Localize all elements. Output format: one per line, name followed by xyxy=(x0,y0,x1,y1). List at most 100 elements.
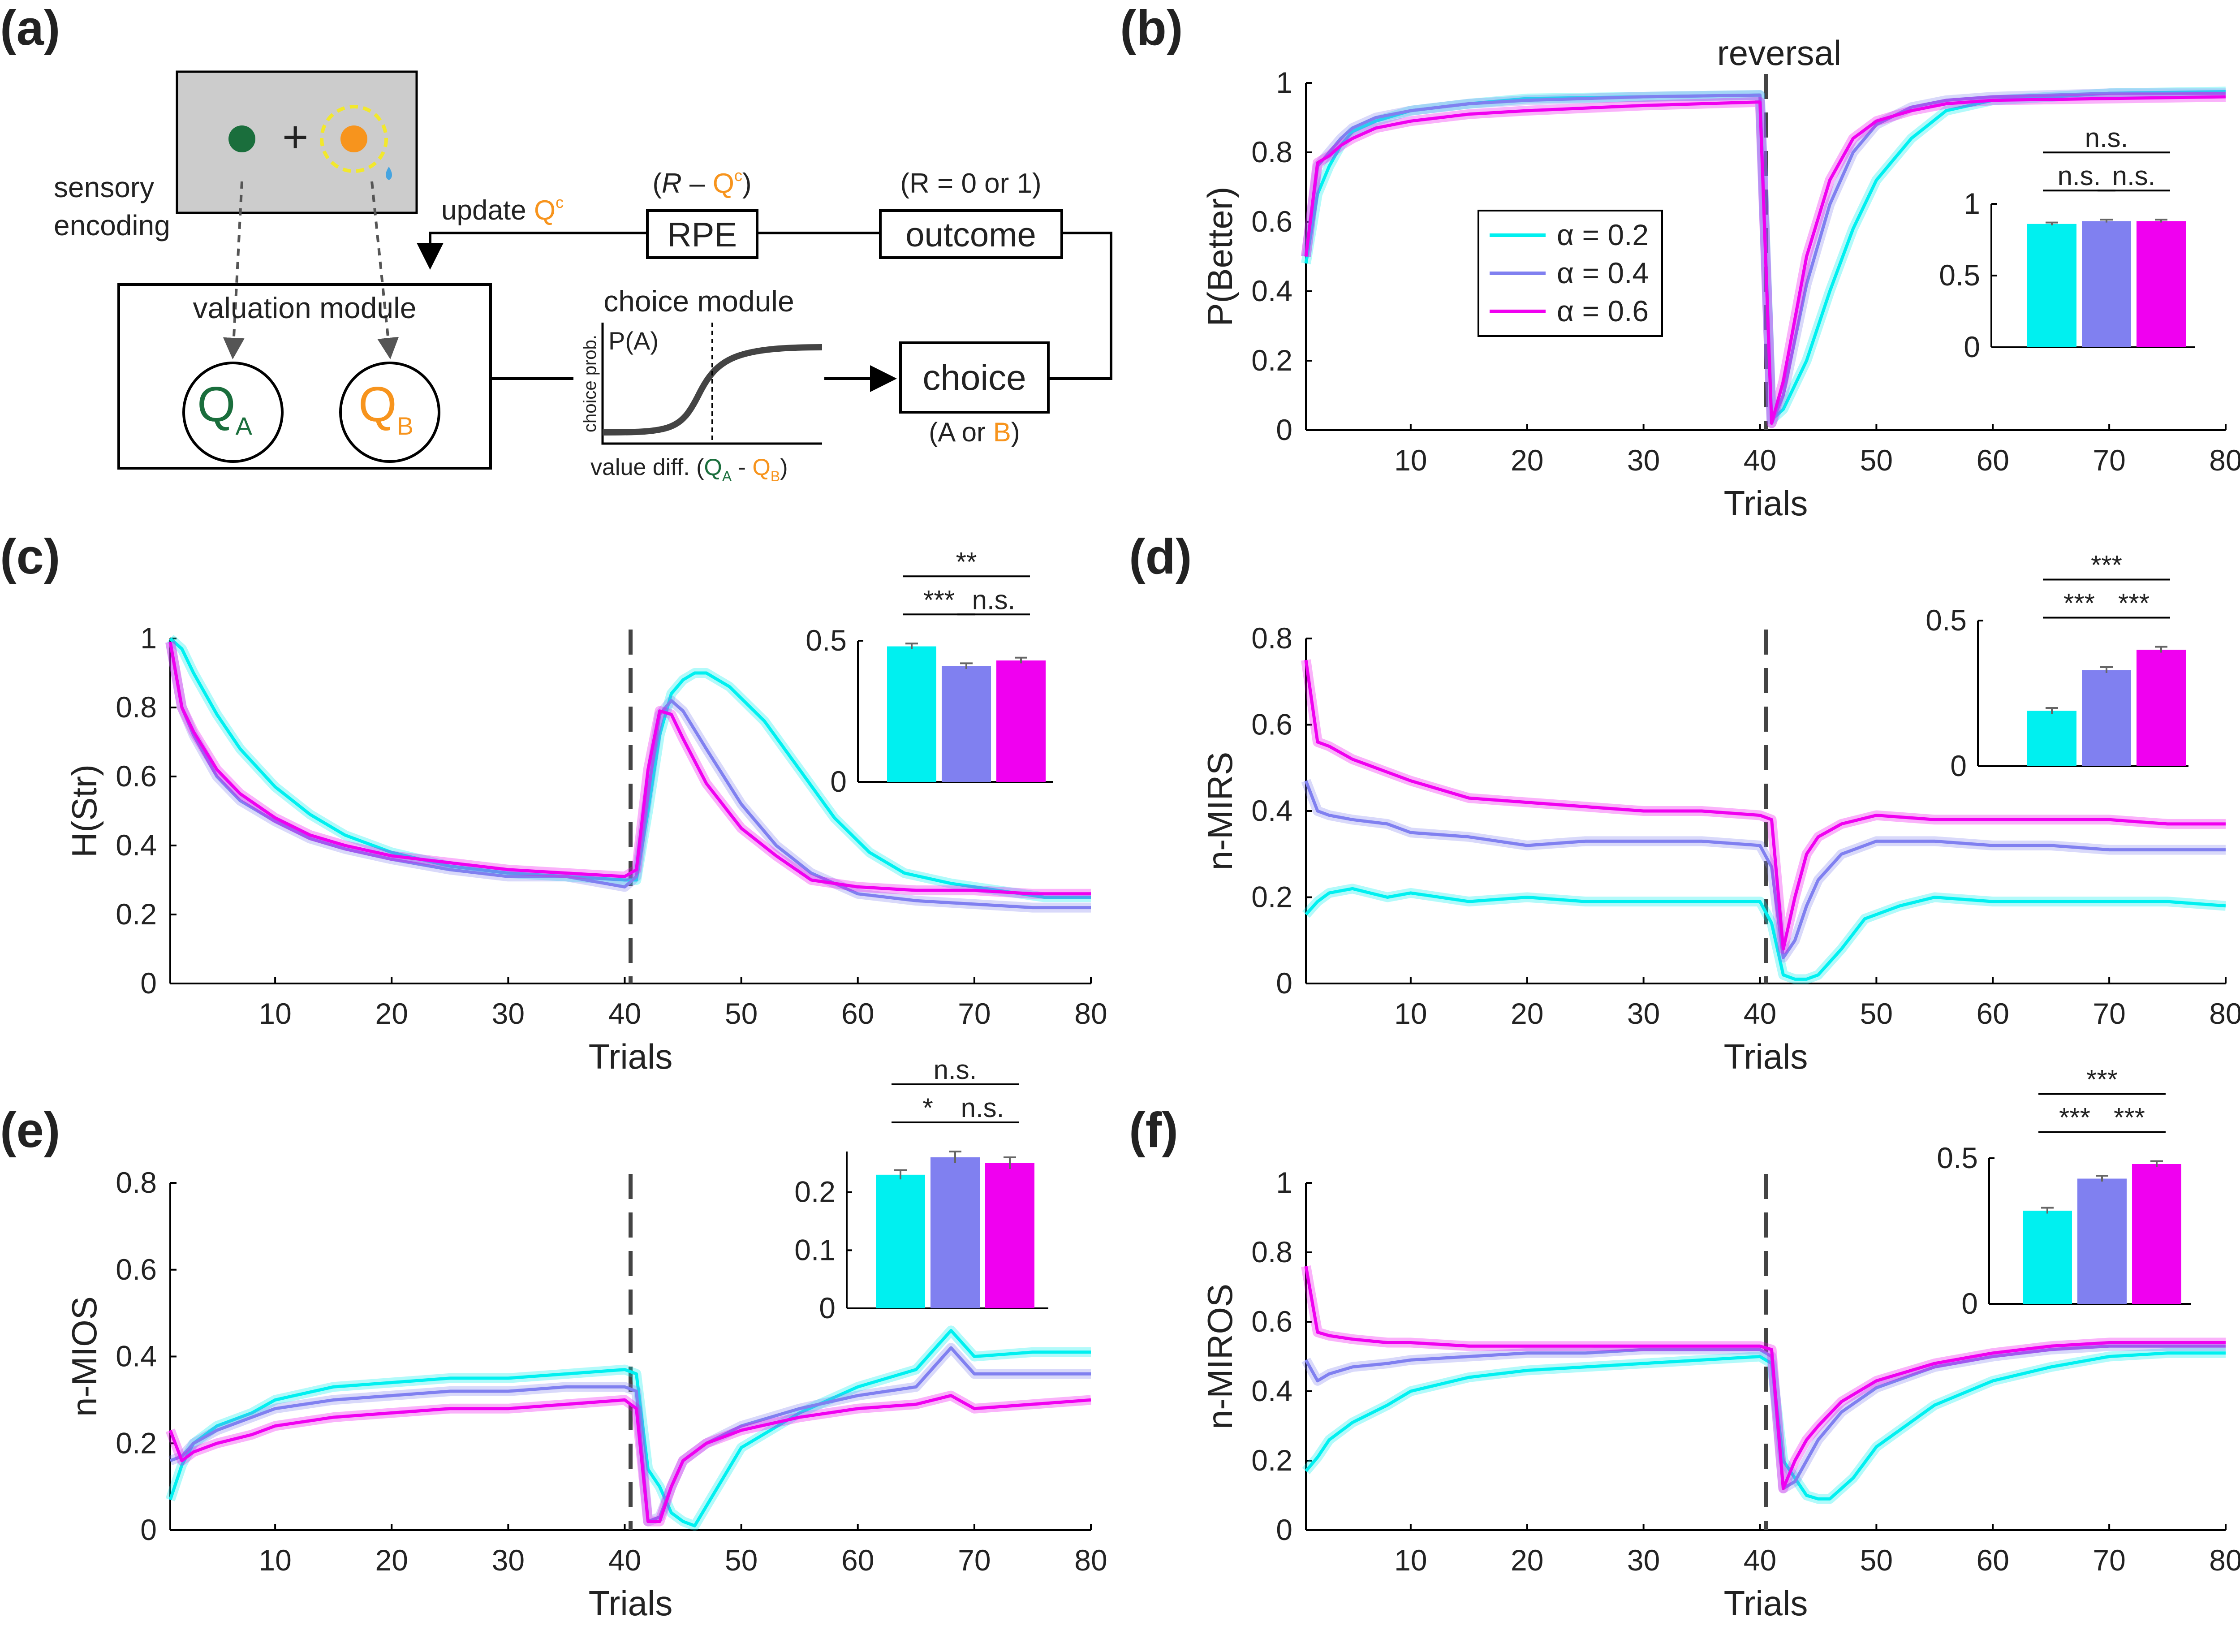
y-axis-label: n-MIROS xyxy=(1200,1284,1240,1429)
y-tick-label: 0.8 xyxy=(1251,1235,1292,1268)
x-tick-label: 60 xyxy=(841,1544,874,1577)
x-tick-label: 80 xyxy=(1074,1544,1107,1577)
chart-f-nmiros: 10 20 30 40 50 60 70 80 0 0.2 0.4 0.6 0.8 1 Trials n-MI… xyxy=(1200,1065,2240,1623)
water-drop-icon xyxy=(386,167,392,180)
x-tick-label: 10 xyxy=(258,997,291,1030)
arrow-encoding-a xyxy=(223,181,245,359)
x-tick-label: 30 xyxy=(492,997,525,1030)
series-line xyxy=(168,1394,1091,1523)
inset-bar xyxy=(2027,711,2076,766)
significance-label: n.s. xyxy=(2085,123,2128,153)
panel-label-b: (b) xyxy=(1120,0,1183,56)
significance-label: *** xyxy=(2114,1103,2145,1133)
inset-bar xyxy=(2027,224,2076,347)
x-axis-label: Trials xyxy=(1724,1583,1808,1623)
y-tick-label: 1 xyxy=(140,621,157,655)
x-tick-label: 40 xyxy=(608,997,641,1030)
update-label: update Qc xyxy=(441,193,564,226)
y-tick-label: 0.4 xyxy=(1251,794,1292,827)
rpe-box xyxy=(646,209,758,259)
significance-label: *** xyxy=(2118,588,2150,618)
x-tick-label: 70 xyxy=(958,1544,991,1577)
x-tick-label: 20 xyxy=(1511,1544,1543,1577)
model-diagram: + sensory encoding valuation module QA Q… xyxy=(54,70,1112,484)
value-diff-label: value diff. (QA - QB) xyxy=(590,454,788,484)
choice-prob-label: choice prob. xyxy=(580,335,600,432)
x-tick-label: 80 xyxy=(2209,444,2240,477)
x-tick-label: 30 xyxy=(1627,1544,1660,1577)
significance-label: *** xyxy=(2063,588,2095,618)
x-axis-label: Trials xyxy=(589,1037,673,1076)
rpe-label: RPE xyxy=(667,216,737,254)
x-tick-label: 60 xyxy=(1977,444,2009,477)
x-axis-label: Trials xyxy=(1724,483,1808,523)
pa-label: P(A) xyxy=(608,327,659,355)
arrow-encoding-b xyxy=(370,181,399,359)
inset-y-tick-label: 0 xyxy=(1964,330,1980,363)
y-tick-label: 1 xyxy=(1276,1166,1292,1199)
qb-label: QB xyxy=(358,377,414,440)
inset-bar xyxy=(942,666,991,782)
significance-label: n.s. xyxy=(2112,161,2156,191)
y-tick-label: 0.6 xyxy=(1251,1305,1292,1338)
inset-y-tick-label: 0.1 xyxy=(794,1233,836,1266)
y-tick-label: 0.6 xyxy=(1251,205,1292,238)
sensory-encoding-line1: sensory xyxy=(54,171,154,203)
y-tick-label: 0.2 xyxy=(1251,1444,1292,1477)
chart-b-pbetter: 10 20 30 40 50 60 70 8000.20.40.60.81TrialsP(Be… xyxy=(1200,33,2240,523)
inset-bar xyxy=(985,1163,1034,1308)
inset-y-tick-label: 0 xyxy=(1961,1287,1978,1320)
x-tick-label: 50 xyxy=(1860,997,1893,1030)
y-tick-label: 0 xyxy=(1276,1513,1292,1546)
series-line xyxy=(168,642,1091,910)
inset-bar xyxy=(930,1157,980,1308)
arrow-update xyxy=(417,232,647,270)
x-tick-label: 80 xyxy=(2209,997,2240,1030)
y-axis-label: H(Str) xyxy=(65,764,104,858)
outcome-label: outcome xyxy=(905,216,1036,254)
significance-label: *** xyxy=(2059,1103,2090,1133)
qb-node xyxy=(339,362,440,463)
x-axis-label: Trials xyxy=(589,1583,673,1623)
rpe-formula: (R – Qc) xyxy=(652,166,751,199)
significance-label: ** xyxy=(956,547,977,577)
series-line xyxy=(1304,660,2226,951)
inset-y-tick-label: 0.5 xyxy=(1939,259,1980,292)
series-line xyxy=(1304,95,2226,425)
choice-module-title: choice module xyxy=(603,285,794,318)
choice-axes xyxy=(601,323,822,445)
choice-sub: (A or B) xyxy=(929,417,1020,447)
x-axis-label: Trials xyxy=(1724,1037,1808,1076)
x-tick-label: 20 xyxy=(375,1544,408,1577)
significance-label: *** xyxy=(2086,1065,2118,1095)
inset-y-tick-label: 1 xyxy=(1964,187,1980,220)
outcome-formula: (R = 0 or 1) xyxy=(900,168,1041,199)
inset-bar xyxy=(2082,221,2131,347)
y-tick-label: 0 xyxy=(1276,413,1292,446)
significance-label: *** xyxy=(2091,550,2122,580)
inset-bar xyxy=(2137,650,2186,766)
inset-bar xyxy=(2077,1178,2127,1304)
sensory-encoding-line2: encoding xyxy=(54,209,170,242)
x-tick-label: 60 xyxy=(841,997,874,1030)
y-tick-label: 0.4 xyxy=(116,1340,157,1373)
significance-label: n.s. xyxy=(972,585,1016,615)
choice-box xyxy=(899,341,1050,414)
stimulus-screen xyxy=(176,70,418,214)
x-tick-label: 70 xyxy=(2093,1544,2125,1577)
inset-bar xyxy=(887,646,936,782)
x-tick-label: 50 xyxy=(1860,1544,1893,1577)
fixation-cross: + xyxy=(282,112,308,162)
panel-label-f: (f) xyxy=(1129,1103,1178,1158)
sigmoid-curve xyxy=(602,344,823,436)
y-tick-label: 0.8 xyxy=(116,690,157,724)
outcome-box xyxy=(879,209,1063,259)
legend-label: α = 0.2 xyxy=(1557,218,1649,251)
y-tick-label: 0.6 xyxy=(116,1253,157,1286)
chart-c-hstr: 10 20 30 40 50 60 70 80 0 0.2 0.4 0.6 0.8 1 Trials H(St… xyxy=(65,547,1107,1076)
inset-y-tick-label: 0.2 xyxy=(794,1175,836,1208)
stimulus-a-green-dot xyxy=(228,125,255,152)
y-tick-label: 0.2 xyxy=(1251,344,1292,377)
y-tick-label: 0.2 xyxy=(1251,880,1292,914)
